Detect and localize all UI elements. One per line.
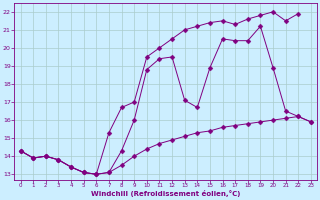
X-axis label: Windchill (Refroidissement éolien,°C): Windchill (Refroidissement éolien,°C) xyxy=(91,190,240,197)
